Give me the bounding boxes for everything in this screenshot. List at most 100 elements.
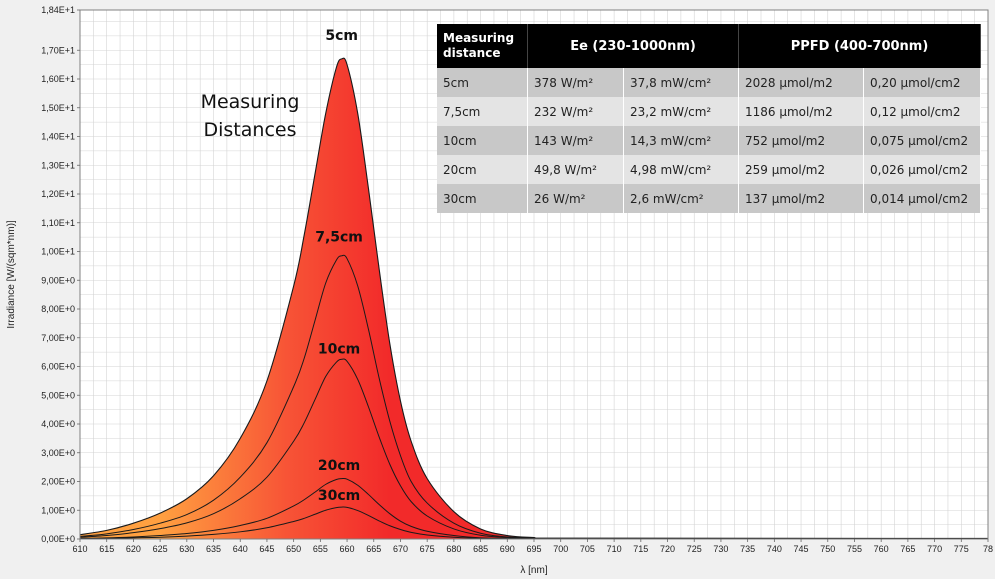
curve-label: 5cm — [325, 28, 358, 44]
x-axis-label: λ [nm] — [520, 565, 547, 576]
table-row: 10cm 143 W/m² 14,3 mW/cm² 752 µmol/m2 0,… — [437, 126, 981, 155]
x-tick-label: 665 — [366, 544, 381, 554]
y-tick-label: 1,20E+1 — [41, 189, 75, 199]
y-tick-label: 1,40E+1 — [41, 132, 75, 142]
curve-label: 7,5cm — [315, 229, 363, 245]
x-tick-label: 760 — [874, 544, 889, 554]
x-tick-label: 770 — [927, 544, 942, 554]
y-tick-label: 1,60E+1 — [41, 74, 75, 84]
measurement-table: Measuring distance Ee (230-1000nm) PPFD … — [437, 24, 981, 213]
x-tick-label: 710 — [607, 544, 622, 554]
table-row: 7,5cm 232 W/m² 23,2 mW/cm² 1186 µmol/m2 … — [437, 97, 981, 126]
cell-ee-w: 143 W/m² — [527, 126, 624, 155]
y-tick-label: 8,00E+0 — [41, 304, 75, 314]
cell-ppfd-cm2: 0,026 µmol/cm2 — [863, 155, 981, 184]
cell-ppfd-cm2: 0,12 µmol/cm2 — [863, 97, 981, 126]
x-tick-label: 620 — [126, 544, 141, 554]
x-tick-label: 640 — [233, 544, 248, 554]
y-tick-label: 1,00E+0 — [41, 505, 75, 515]
x-tick-label: 700 — [553, 544, 568, 554]
cell-distance: 7,5cm — [437, 97, 528, 126]
header-measuring-distance: Measuring distance — [437, 24, 528, 68]
x-tick-label: 755 — [847, 544, 862, 554]
x-tick-label: 750 — [820, 544, 835, 554]
x-tick-label: 735 — [740, 544, 755, 554]
annotation-line-2: Distances — [204, 119, 297, 141]
x-tick-label: 725 — [687, 544, 702, 554]
cell-ee-w: 378 W/m² — [527, 68, 624, 97]
x-tick-labels: 610 615 620 625 630 635 640 645 650 655 660 665 670 6… — [72, 539, 993, 554]
cell-distance: 10cm — [437, 126, 528, 155]
cell-ppfd-m2: 259 µmol/m2 — [738, 155, 864, 184]
x-tick-label: 615 — [99, 544, 114, 554]
cell-ee-mw: 4,98 mW/cm² — [623, 155, 739, 184]
cell-ee-w: 232 W/m² — [527, 97, 624, 126]
table-row: 20cm 49,8 W/m² 4,98 mW/cm² 259 µmol/m2 0… — [437, 155, 981, 184]
x-tick-label: 675 — [420, 544, 435, 554]
cell-ee-mw: 23,2 mW/cm² — [623, 97, 739, 126]
curve-5cm — [79, 57, 989, 539]
x-tick-label: 690 — [500, 544, 515, 554]
y-tick-label: 9,00E+0 — [41, 275, 75, 285]
x-tick-label: 775 — [954, 544, 969, 554]
x-tick-label: 740 — [767, 544, 782, 554]
x-tick-label: 685 — [473, 544, 488, 554]
irradiance-area — [80, 58, 988, 540]
x-tick-label: 625 — [153, 544, 168, 554]
cell-ee-w: 26 W/m² — [527, 184, 624, 213]
cell-ee-mw: 37,8 mW/cm² — [623, 68, 739, 97]
cell-distance: 20cm — [437, 155, 528, 184]
cell-ppfd-cm2: 0,014 µmol/cm2 — [863, 184, 981, 213]
x-tick-label: 650 — [286, 544, 301, 554]
curve-labels: 5cm 7,5cm 10cm 20cm 30cm — [315, 28, 363, 504]
y-tick-label: 1,00E+1 — [41, 247, 75, 257]
cell-ppfd-m2: 2028 µmol/m2 — [738, 68, 864, 97]
cell-ppfd-cm2: 0,20 µmol/cm2 — [863, 68, 981, 97]
table-row: 30cm 26 W/m² 2,6 mW/cm² 137 µmol/m2 0,01… — [437, 184, 981, 213]
cell-distance: 30cm — [437, 184, 528, 213]
y-tick-label: 2,00E+0 — [41, 477, 75, 487]
cell-ppfd-m2: 752 µmol/m2 — [738, 126, 864, 155]
x-tick-label: 745 — [794, 544, 809, 554]
x-tick-label: 645 — [259, 544, 274, 554]
curve-label: 30cm — [318, 488, 360, 504]
y-tick-label: 7,00E+0 — [41, 333, 75, 343]
cell-ee-w: 49,8 W/m² — [527, 155, 624, 184]
y-tick-labels: 0,00E+0 1,00E+0 2,00E+0 3,00E+0 4,00E+0 5,00E… — [41, 5, 80, 544]
x-tick-label: 715 — [633, 544, 648, 554]
cell-ppfd-m2: 1186 µmol/m2 — [738, 97, 864, 126]
header-ee: Ee (230-1000nm) — [527, 24, 739, 68]
y-tick-label: 1,70E+1 — [41, 45, 75, 55]
cell-ppfd-cm2: 0,075 µmol/cm2 — [863, 126, 981, 155]
x-tick-label: 610 — [72, 544, 87, 554]
curve-10cm — [79, 358, 989, 540]
y-tick-label: 6,00E+0 — [41, 362, 75, 372]
cell-distance: 5cm — [437, 68, 528, 97]
cell-ppfd-m2: 137 µmol/m2 — [738, 184, 864, 213]
curve-label: 20cm — [318, 458, 360, 474]
y-tick-label: 5,00E+0 — [41, 390, 75, 400]
x-tick-label: 670 — [393, 544, 408, 554]
y-axis-label: Irradiance [W/(sqm*nm)] — [6, 220, 17, 329]
y-tick-label: 1,84E+1 — [41, 5, 75, 15]
annotation-line-1: Measuring — [201, 91, 300, 113]
y-tick-label: 3,00E+0 — [41, 448, 75, 458]
x-tick-label: 695 — [526, 544, 541, 554]
y-tick-label: 1,30E+1 — [41, 160, 75, 170]
cell-ee-mw: 2,6 mW/cm² — [623, 184, 739, 213]
x-tick-label: 765 — [900, 544, 915, 554]
x-tick-label: 680 — [446, 544, 461, 554]
x-tick-label: 730 — [713, 544, 728, 554]
x-tick-label: 720 — [660, 544, 675, 554]
y-tick-label: 1,10E+1 — [41, 218, 75, 228]
table-header-row: Measuring distance Ee (230-1000nm) PPFD … — [437, 24, 981, 68]
table-row: 5cm 378 W/m² 37,8 mW/cm² 2028 µmol/m2 0,… — [437, 68, 981, 97]
x-tick-label: 78 — [983, 544, 993, 554]
x-tick-label: 635 — [206, 544, 221, 554]
x-tick-label: 655 — [313, 544, 328, 554]
x-tick-label: 660 — [340, 544, 355, 554]
curve-label: 10cm — [318, 342, 360, 358]
x-tick-label: 705 — [580, 544, 595, 554]
header-ppfd: PPFD (400-700nm) — [738, 24, 981, 68]
y-tick-label: 1,50E+1 — [41, 103, 75, 113]
